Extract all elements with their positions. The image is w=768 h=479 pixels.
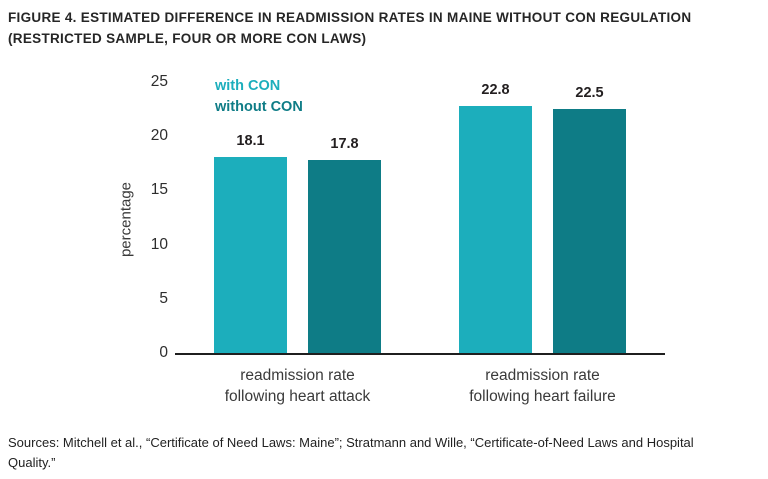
- legend-item-without-con: without CON: [215, 99, 303, 115]
- bar-with-con-following-heart-failure: [459, 105, 532, 353]
- y-tick-label: 15: [150, 181, 168, 199]
- figure-sources: Sources: Mitchell et al., “Certificate o…: [8, 435, 694, 470]
- bar-value-label: 17.8: [330, 136, 359, 153]
- bar-value-label: 22.5: [575, 85, 604, 102]
- category-label-following-heart-attack: readmission rate following heart attack: [224, 367, 371, 405]
- y-tick-label: 5: [159, 289, 168, 307]
- y-tick-label: 0: [159, 344, 168, 361]
- y-tick-label: 20: [150, 127, 168, 145]
- legend-item-with-con: with CON: [215, 78, 281, 94]
- y-tick-label: 25: [150, 73, 168, 90]
- y-tick-label: 10: [150, 235, 168, 253]
- bar-without-con-following-heart-failure: [553, 109, 626, 353]
- bar-value-label: 18.1: [236, 132, 265, 149]
- bar-value-label: 22.8: [481, 81, 510, 98]
- category-label-following-heart-failure: readmission rate following heart failure: [469, 367, 616, 405]
- figure-title: FIGURE 4. ESTIMATED DIFFERENCE IN READMI…: [8, 10, 692, 46]
- x-axis-line: [175, 353, 665, 355]
- bar-without-con-following-heart-attack: [308, 160, 381, 353]
- y-axis-title: percentage: [117, 181, 135, 258]
- legend: with CON without CON: [215, 76, 303, 118]
- bar-with-con-following-heart-attack: [214, 156, 287, 353]
